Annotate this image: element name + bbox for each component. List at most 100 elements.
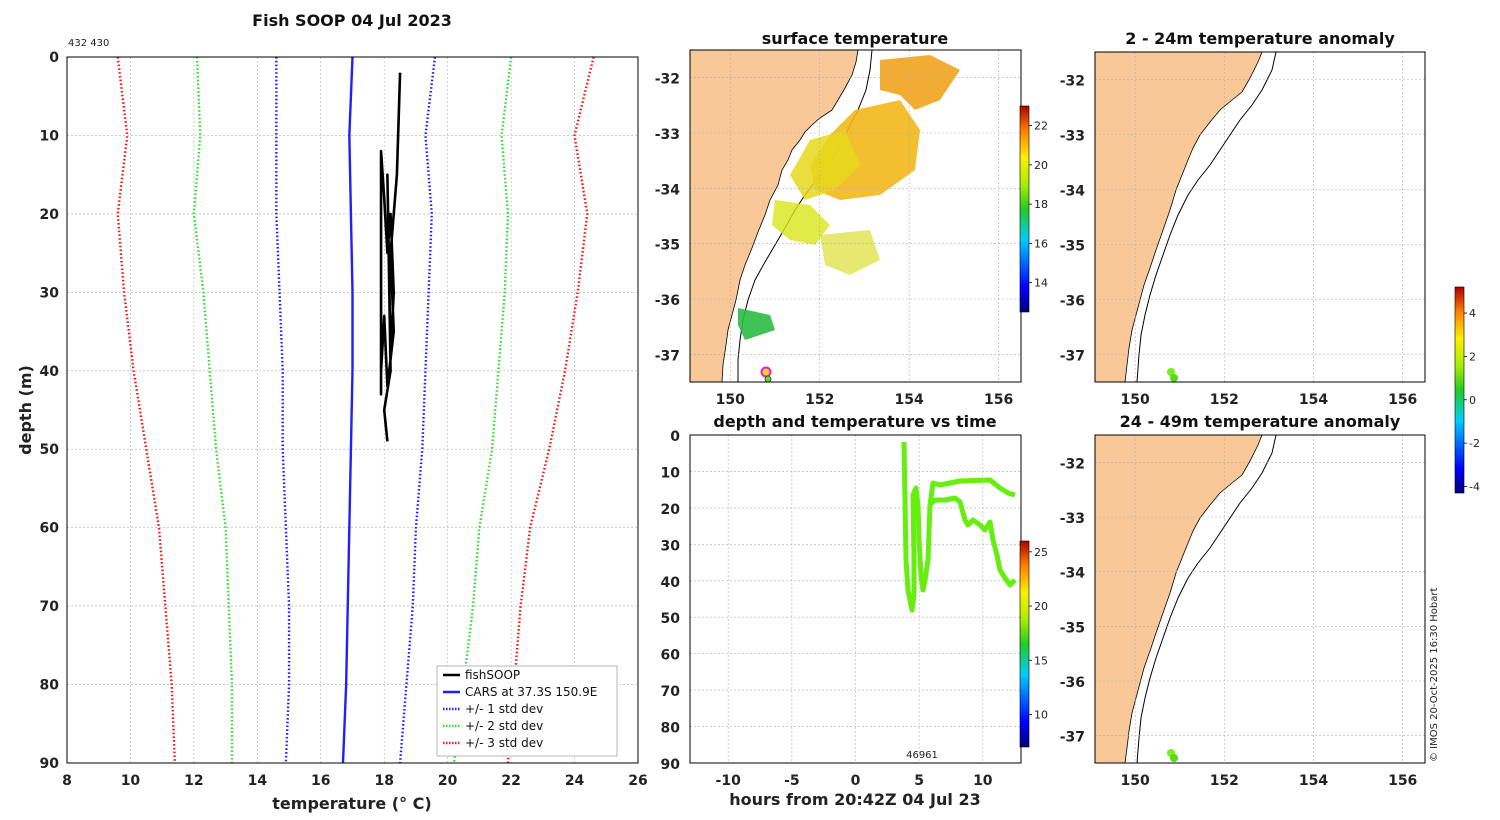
profile-ytick-9: 90 xyxy=(40,756,60,772)
profile-ylabel: depth (m) xyxy=(16,365,35,455)
sst-ytick-4: -36 xyxy=(655,293,680,309)
anom-shallow-grid xyxy=(1095,52,1425,382)
timeseries-xlabel: hours from 20:42Z 04 Jul 23 xyxy=(729,790,980,809)
legend-box xyxy=(436,665,618,757)
anom-shallow-ytick-3: -35 xyxy=(1060,239,1085,255)
anom-deep-title: 24 - 49m temperature anomaly xyxy=(1120,412,1401,431)
anom-shallow-ytick-5: -37 xyxy=(1060,349,1085,365)
profile-xtick-3: 14 xyxy=(248,773,268,789)
sst-ticks: 150 152 154 156 -32 -33 -34 -35 -36 -37 xyxy=(655,72,1014,408)
profile-xtick-7: 22 xyxy=(501,773,520,789)
anom-deep-xtick-3: 156 xyxy=(1388,773,1417,789)
anom-deep-map xyxy=(1094,434,1277,764)
profile-ytick-5: 50 xyxy=(40,442,60,458)
timeseries-ytick-0: 0 xyxy=(670,429,680,445)
profile-xtick-1: 10 xyxy=(121,773,141,789)
sst-colorbar-ticks: 14 16 18 20 22 xyxy=(1029,120,1048,290)
timeseries-title: depth and temperature vs time xyxy=(713,412,996,431)
anom-deep-land xyxy=(1094,434,1263,764)
anom-deep-axes-box xyxy=(1094,434,1426,764)
timeseries-ytick-2: 20 xyxy=(661,502,681,518)
sst-green-patch xyxy=(738,308,775,340)
anom-deep-point-2 xyxy=(1170,754,1178,762)
anom-shallow-isobath xyxy=(1136,51,1277,383)
timeseries-colorbar xyxy=(1019,540,1030,748)
anomaly-colorbar-ticks: -4 -2 0 2 4 xyxy=(1464,307,1480,493)
profile-series-2 xyxy=(275,57,291,764)
profile-series-2-upper xyxy=(398,56,437,764)
timeseries-ytick-5: 50 xyxy=(661,611,681,627)
timeseries-xtick-1: -5 xyxy=(784,773,800,789)
profile-ticks: 8 10 12 14 16 18 20 22 24 26 0 10 20 30 40 50 60 70 80 90 xyxy=(40,50,648,789)
profile-axes-box xyxy=(66,56,639,764)
anomaly-cbar-label-4: 4 xyxy=(1469,307,1476,320)
sst-cbar-label-0: 14 xyxy=(1034,277,1048,290)
profile-ytick-0: 0 xyxy=(49,50,59,66)
profile-xtick-6: 20 xyxy=(438,773,458,789)
profile-xtick-9: 26 xyxy=(628,773,647,789)
profile-ytick-3: 30 xyxy=(40,285,60,301)
anomaly-cbar-label-2: 0 xyxy=(1469,394,1476,407)
timeseries-track-lower xyxy=(928,495,1017,588)
timeseries-xtick-3: 5 xyxy=(914,773,924,789)
sst-map xyxy=(689,49,1021,383)
timeseries-cbar-label-2: 20 xyxy=(1034,600,1048,613)
anom-shallow-land xyxy=(1094,51,1263,383)
timeseries-ytick-1: 10 xyxy=(661,465,681,481)
legend-label-cars: CARS at 37.3S 150.9E xyxy=(465,685,597,699)
anom-shallow-xtick-0: 150 xyxy=(1121,392,1150,408)
sst-grid xyxy=(690,50,1021,382)
anom-deep-xtick-2: 154 xyxy=(1299,773,1328,789)
station-ids: 432 430 xyxy=(68,38,109,49)
figure-title: Fish SOOP 04 Jul 2023 xyxy=(252,11,452,30)
anom-shallow-ytick-4: -36 xyxy=(1060,294,1085,310)
sst-xtick-3: 156 xyxy=(984,392,1013,408)
anom-deep-ticks: 150 152 154 156 -32 -33 -34 -35 -36 -37 xyxy=(1060,456,1418,789)
profile-xtick-2: 12 xyxy=(184,773,203,789)
legend-label-sd3: +/- 3 std dev xyxy=(465,736,543,750)
anom-shallow-map xyxy=(1094,51,1277,383)
profile-series-0 xyxy=(379,72,402,442)
sst-xtick-0: 150 xyxy=(716,392,745,408)
timeseries-colorbar-ticks: 10 15 20 25 xyxy=(1029,546,1048,721)
timeseries-track-upper xyxy=(901,441,1016,613)
sst-cool-patch xyxy=(772,200,830,245)
timeseries-xtick-2: 0 xyxy=(851,773,861,789)
profile-series-3-upper xyxy=(452,56,513,764)
sst-cbar-label-2: 18 xyxy=(1034,198,1048,211)
anom-deep-ytick-2: -34 xyxy=(1060,566,1086,582)
profile-ytick-1: 10 xyxy=(40,128,60,144)
anom-shallow-xtick-3: 156 xyxy=(1388,392,1417,408)
profile-xtick-4: 16 xyxy=(311,773,330,789)
anom-deep-xtick-0: 150 xyxy=(1121,773,1150,789)
timeseries-ytick-3: 30 xyxy=(661,538,681,554)
anomaly-cbar-label-3: 2 xyxy=(1469,350,1476,363)
timeseries-ytick-7: 70 xyxy=(661,684,681,700)
timeseries-xtick-4: 10 xyxy=(973,773,993,789)
anom-deep-ytick-4: -36 xyxy=(1060,675,1085,691)
sst-mid-patch xyxy=(790,130,860,200)
anom-shallow-ytick-1: -33 xyxy=(1060,129,1085,145)
anomaly-cbar-label-0: -4 xyxy=(1469,480,1480,493)
sst-position-marker xyxy=(760,366,772,378)
timeseries-annotation: 46961 xyxy=(906,750,938,761)
sst-track-point xyxy=(764,375,772,383)
anom-deep-ytick-3: -35 xyxy=(1060,620,1085,636)
anomaly-colorbar xyxy=(1454,286,1465,494)
anom-shallow-ticks: 150 152 154 156 -32 -33 -34 -35 -36 -37 xyxy=(1060,74,1418,409)
timeseries-grid xyxy=(690,434,1021,764)
profile-xtick-0: 8 xyxy=(62,773,72,789)
profile-xtick-8: 24 xyxy=(565,773,585,789)
anom-deep-isobath xyxy=(1136,434,1277,764)
profile-ytick-8: 80 xyxy=(40,678,60,694)
anom-deep-ytick-0: -32 xyxy=(1060,456,1085,472)
timeseries-cbar-label-1: 15 xyxy=(1034,654,1048,667)
anom-deep-ytick-5: -37 xyxy=(1060,730,1085,746)
legend-label-fish: fishSOOP xyxy=(465,668,520,682)
profile-legend: fishSOOP CARS at 37.3S 150.9E +/- 1 std … xyxy=(436,665,618,757)
profile-series-4-upper xyxy=(506,56,595,764)
anomaly-cbar-label-1: -2 xyxy=(1469,437,1480,450)
profile-xtick-5: 18 xyxy=(374,773,393,789)
sst-ytick-3: -35 xyxy=(655,238,680,254)
